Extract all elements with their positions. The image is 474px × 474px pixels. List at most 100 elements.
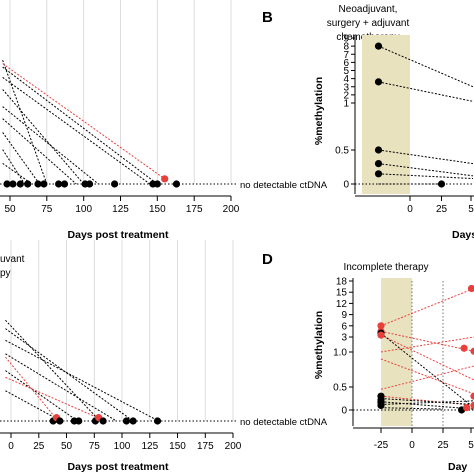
data-point <box>75 417 83 425</box>
data-point <box>374 42 383 50</box>
data-point <box>172 180 181 188</box>
series-line <box>380 288 474 327</box>
panel-letter: D <box>262 251 273 268</box>
series-line <box>5 390 62 422</box>
panel-a: 50 75 100 125 150 175 200 Days post treatment no… <box>0 0 328 241</box>
series-line <box>380 336 474 353</box>
x-tick-label: -25 <box>374 440 389 451</box>
series-line <box>380 395 474 406</box>
x-tick-label: 175 <box>186 204 203 215</box>
x-tick-label: 5 <box>468 440 474 451</box>
panel-title-fragment: uvant <box>0 254 25 265</box>
x-tick-label: 0 <box>407 204 413 215</box>
y-tick-label: 5 <box>343 66 349 77</box>
data-point <box>3 180 11 188</box>
panel-title-line: Incomplete therapy <box>343 262 428 273</box>
data-point <box>470 392 474 400</box>
data-point <box>24 180 32 188</box>
y-axis-label: %methylation <box>313 311 325 379</box>
y-tick-label: 3 <box>341 333 347 344</box>
data-point <box>40 180 48 188</box>
series-line <box>380 407 444 410</box>
panel-letter: B <box>262 9 273 26</box>
data-point <box>9 180 17 188</box>
x-axis-label: Days post treatment <box>68 229 169 241</box>
x-tick-label: 50 <box>4 204 16 215</box>
panel-title-line: Neoadjuvant, <box>339 4 398 15</box>
data-point <box>377 322 385 330</box>
series-line <box>380 332 474 409</box>
x-tick-label: 125 <box>141 441 158 452</box>
data-point <box>99 417 107 425</box>
data-point <box>374 170 383 178</box>
x-axis-label: Day <box>448 461 467 473</box>
y-tick-label: 1.0 <box>333 348 347 359</box>
y-tick-label: 9 <box>341 310 347 321</box>
series-line <box>378 45 474 88</box>
treatment-band <box>381 278 412 426</box>
x-tick-label: 25 <box>33 441 45 452</box>
data-point <box>34 180 42 188</box>
series-line <box>378 163 474 177</box>
series-line <box>5 328 134 422</box>
baseline-label: no detectable ctDNA <box>240 180 328 191</box>
x-tick-label: 175 <box>197 441 214 452</box>
data-point <box>377 401 385 409</box>
data-point <box>377 331 385 339</box>
data-point <box>460 344 468 352</box>
x-tick-label: 150 <box>149 204 166 215</box>
x-tick-label: 0 <box>409 440 415 451</box>
y-tick-label: 9 <box>343 34 349 45</box>
series-line <box>5 319 101 422</box>
data-point <box>374 146 383 154</box>
y-tick-label: 0.5 <box>335 146 349 157</box>
panel-c: 0 25 50 75 100 125 150 175 200 Days post treatmen… <box>0 240 328 473</box>
series-line <box>5 339 159 422</box>
series-line <box>2 118 77 185</box>
y-tick-label: 8 <box>343 42 349 53</box>
x-tick-label: 200 <box>225 441 242 452</box>
series-line <box>5 356 56 418</box>
panel-title-line: surgery + adjuvant <box>327 18 410 29</box>
data-point <box>153 180 161 188</box>
data-point <box>111 180 119 188</box>
y-tick-label: 15 <box>336 288 348 299</box>
series-line <box>378 81 474 102</box>
x-tick-label: 25 <box>437 440 449 451</box>
x-tick-label: 75 <box>89 441 101 452</box>
y-tick-label: 0 <box>341 406 347 417</box>
series-line <box>2 106 99 185</box>
x-tick-label: 5 <box>468 204 474 215</box>
series-line <box>380 398 474 405</box>
y-axis-label: %methylation <box>313 77 325 145</box>
y-tick-label: 6 <box>343 58 349 69</box>
series-line <box>5 376 98 419</box>
x-axis-label: Days post treatment <box>68 461 169 473</box>
x-tick-label: 0 <box>8 441 14 452</box>
data-point <box>374 160 383 168</box>
data-point <box>16 180 24 188</box>
data-point <box>470 347 474 355</box>
data-point <box>122 417 131 425</box>
y-tick-label: 12 <box>336 299 348 310</box>
series-line <box>380 401 474 410</box>
y-tick-label: 3 <box>343 82 349 93</box>
data-point <box>153 417 162 425</box>
y-tick-label: 7 <box>343 50 349 61</box>
data-point <box>60 180 69 188</box>
x-tick-label: 200 <box>223 204 240 215</box>
y-tick-label: 0 <box>343 180 349 191</box>
x-tick-label: 100 <box>75 204 92 215</box>
x-tick-label: 125 <box>112 204 129 215</box>
series-line <box>2 76 151 185</box>
series-line <box>2 89 85 185</box>
y-tick-label: 18 <box>336 277 348 288</box>
series-line <box>380 365 474 390</box>
data-point <box>85 180 94 188</box>
data-point <box>437 180 446 188</box>
series-line <box>380 400 474 405</box>
series-line <box>2 63 165 180</box>
